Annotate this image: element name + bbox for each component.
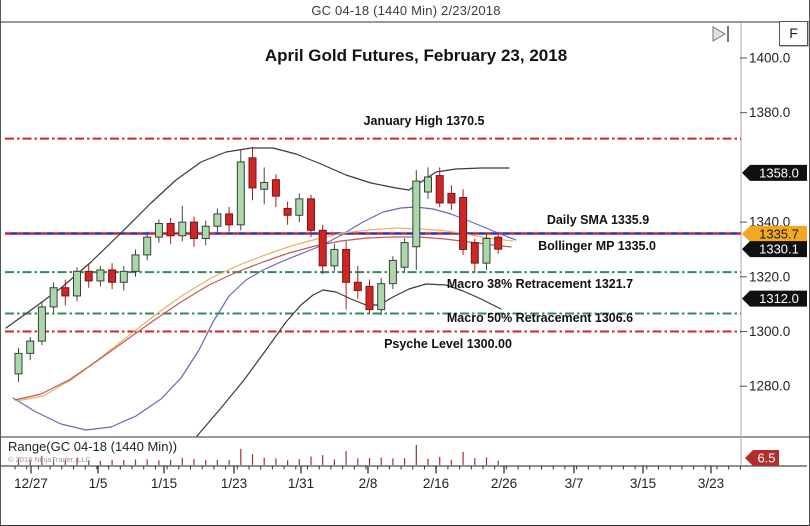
candle-body-1/9 xyxy=(108,269,117,283)
candle-body-2/14 xyxy=(412,180,421,248)
x-axis-label: 3/23 xyxy=(698,476,724,491)
candle-body-1/8 xyxy=(96,269,105,282)
y-axis-label: 1280.0 xyxy=(749,379,790,394)
x-axis-label: 1/15 xyxy=(151,476,177,491)
candle-body-2/23 xyxy=(494,236,503,250)
candle-body-1/15 xyxy=(154,222,163,238)
candle-body-1/16 xyxy=(166,222,175,237)
price-badge-1312.0 xyxy=(742,290,807,307)
skip-to-end-icon[interactable] xyxy=(712,26,729,42)
candle-body-2/5 xyxy=(330,248,339,267)
x-axis-label: 2/26 xyxy=(491,476,517,491)
candle-body-1/5 xyxy=(84,270,93,282)
candle-body-2/13 xyxy=(400,242,409,268)
price-badge-1312.0-value: 1312.0 xyxy=(759,291,799,306)
candle-body-1/4 xyxy=(73,270,81,297)
price-badge-1335.7 xyxy=(742,225,807,242)
candle-body-1/25 xyxy=(248,157,257,189)
candle-body-12/27 xyxy=(14,352,23,375)
candle-body-2/2 xyxy=(318,229,327,267)
candle-body-2/6 xyxy=(342,248,351,283)
y-axis-label: 1400.0 xyxy=(749,51,790,66)
price-badge-1358.0-value: 1358.0 xyxy=(759,165,799,180)
candle-body-12/28 xyxy=(26,340,35,354)
candle-body-1/18 xyxy=(190,221,198,240)
y-axis-label: 1380.0 xyxy=(749,105,790,120)
candle-body-1/19 xyxy=(201,225,210,240)
candle-body-2/1 xyxy=(307,198,315,231)
price-badge-1330.1 xyxy=(742,241,807,258)
candle-body-2/15 xyxy=(424,176,432,193)
range-value-badge xyxy=(745,450,779,466)
candle-body-2/19 xyxy=(447,192,456,204)
candle-body-1/22 xyxy=(213,213,222,227)
candle-body-2/20 xyxy=(459,196,468,250)
candle-body-2/16 xyxy=(435,175,444,204)
y-axis-label: 1340.0 xyxy=(749,215,790,230)
slow-sma-red xyxy=(14,236,512,401)
fast-sma-blue xyxy=(12,206,517,431)
y-axis-label: 1320.0 xyxy=(749,269,790,284)
y-axis-label: 1300.0 xyxy=(749,324,790,339)
price-badge-1358.0 xyxy=(742,164,807,181)
x-axis-label: 1/5 xyxy=(89,476,108,491)
candle-body-1/10 xyxy=(119,270,128,283)
x-axis-label: 1/31 xyxy=(288,476,314,491)
candle-body-2/8 xyxy=(365,285,374,311)
candle-body-1/24 xyxy=(236,161,245,226)
candle-body-2/7 xyxy=(353,281,362,291)
candle-body-2/21 xyxy=(470,242,479,264)
x-axis-label: 2/16 xyxy=(423,476,449,491)
candle-body-1/17 xyxy=(178,221,187,237)
candle-body-1/23 xyxy=(225,213,234,226)
candle-body-1/29 xyxy=(271,179,280,197)
x-axis-label: 3/15 xyxy=(630,476,656,491)
candle-body-1/2 xyxy=(49,287,58,308)
range-value-badge-value: 6.5 xyxy=(757,451,775,466)
candle-body-12/29 xyxy=(37,306,46,342)
f-key-button[interactable]: F xyxy=(779,21,808,46)
candle-body-2/12 xyxy=(388,259,397,285)
bollinger-lower-band xyxy=(196,283,502,437)
candle-body-1/11 xyxy=(131,254,140,272)
candle-body-2/9 xyxy=(377,283,386,311)
x-axis-label: 1/23 xyxy=(221,476,247,491)
x-axis-label: 2/8 xyxy=(359,476,378,491)
candle-body-1/26 xyxy=(260,181,269,190)
x-axis-label: 12/27 xyxy=(14,476,48,491)
candle-body-1/12 xyxy=(143,236,152,256)
candle-body-1/30 xyxy=(283,207,292,216)
price-badge-1335.7-value: 1335.7 xyxy=(759,226,799,241)
mid-sma-orange xyxy=(16,227,514,402)
candle-body-1/3 xyxy=(61,287,70,297)
candle-body-2/22 xyxy=(482,238,491,264)
price-badge-1330.1-value: 1330.1 xyxy=(759,242,799,257)
x-axis-label: 3/7 xyxy=(565,476,584,491)
candle-body-1/31 xyxy=(295,198,304,216)
